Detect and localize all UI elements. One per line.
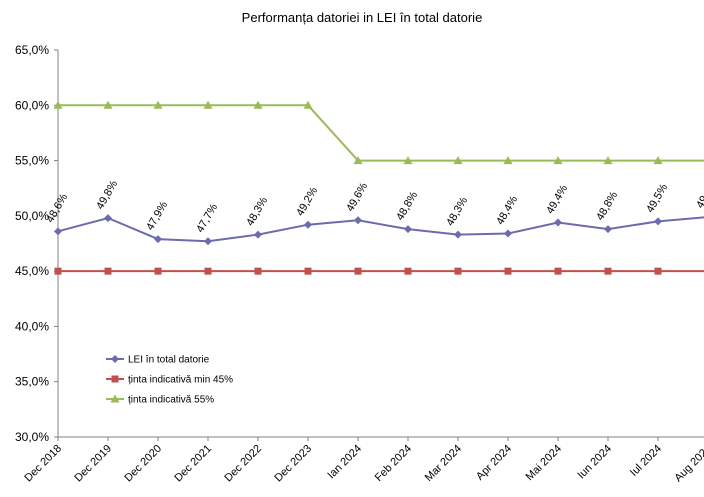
y-tick-label: 60,0% [15, 98, 49, 112]
x-tick-label-dec-2020: Dec 2020 [122, 443, 164, 485]
chart-title: Performanța datoriei in LEI în total dat… [242, 10, 483, 25]
data-point-iul-2024 [654, 217, 662, 226]
series-line [57, 216, 704, 243]
data-label-dec-2021: 47,7% [194, 202, 220, 235]
x-tick-label-feb-2024: Feb 2024 [373, 443, 414, 484]
data-point-dec-2023 [304, 220, 312, 229]
data-point-feb-2024 [404, 267, 412, 275]
data-point-dec-2020 [153, 100, 163, 109]
data-point-apr-2024 [504, 229, 512, 238]
data-label-dec-2019: 49,8% [94, 178, 120, 211]
data-label-dec-2023: 49,2% [294, 185, 320, 218]
legend-marker [110, 394, 120, 403]
x-tick-label-ian-2024: Ian 2024 [325, 443, 364, 482]
data-label-dec-2022: 48,3% [244, 195, 270, 228]
axes [57, 50, 704, 438]
data-label-apr-2024: 48,4% [494, 194, 520, 227]
y-tick-label: 65,0% [15, 43, 49, 57]
y-axis-ticks: 30,0% 35,0% 40,0% 45,0% 50,0% 55,0% 60,0% 65,0% [15, 43, 58, 444]
data-point-dec-2021 [203, 100, 213, 109]
y-tick-label: 50,0% [15, 209, 49, 223]
data-point-dec-2022 [254, 230, 262, 239]
data-label-dec-2020: 47,9% [144, 199, 170, 232]
series-tinta-indicativa-min-45 [54, 267, 704, 275]
x-tick-label-dec-2018: Dec 2018 [22, 443, 64, 485]
legend-item-lei-in-total-datorie: LEI în total datorie [106, 355, 210, 366]
legend-label: ținta indicativă 55% [128, 395, 214, 406]
y-tick-label: 55,0% [15, 154, 49, 168]
legend-item-tinta-indicativa-min-45: ținta indicativă min 45% [106, 375, 233, 386]
data-point-feb-2024 [403, 156, 413, 165]
data-point-ian-2024 [354, 216, 362, 225]
x-tick-label-dec-2023: Dec 2023 [272, 443, 314, 485]
x-axis-ticks: Dec 2018 Dec 2019 Dec 2020 Dec 2021 Dec 2022… [22, 437, 704, 484]
series-line [58, 104, 704, 162]
data-label-iun-2024: 48,8% [594, 189, 620, 222]
data-point-mar-2024 [454, 230, 462, 239]
x-tick-label-aug-2024: Aug 2024 [672, 443, 704, 485]
data-point-iul-2024 [654, 267, 662, 275]
data-label-mar-2024: 48,3% [444, 195, 470, 228]
data-point-mai-2024 [554, 267, 562, 275]
data-point-dec-2022 [253, 100, 263, 109]
series-layer [53, 100, 704, 275]
data-point-mai-2024 [553, 156, 563, 165]
y-tick-label: 35,0% [15, 375, 49, 389]
data-point-mai-2024 [554, 218, 562, 227]
data-point-iun-2024 [603, 156, 613, 165]
y-tick-label: 40,0% [15, 319, 49, 333]
data-point-iun-2024 [604, 267, 612, 275]
data-label-aug-2024: 49,9% [694, 177, 704, 210]
data-point-apr-2024 [503, 156, 513, 165]
legend-marker [111, 375, 119, 383]
data-point-ian-2024 [354, 267, 362, 275]
x-tick-label-mar-2024: Mar 2024 [423, 443, 464, 484]
data-point-dec-2018 [54, 267, 62, 275]
data-point-dec-2019 [103, 100, 113, 109]
x-tick-label-iul-2024: Iul 2024 [628, 443, 664, 479]
data-point-dec-2023 [304, 267, 312, 275]
data-point-feb-2024 [404, 225, 412, 234]
data-point-dec-2021 [204, 237, 212, 246]
legend-label: ținta indicativă min 45% [128, 375, 233, 386]
data-point-mar-2024 [453, 156, 463, 165]
data-point-dec-2019 [104, 214, 112, 223]
series-tinta-indicativa-55 [53, 100, 704, 165]
data-label-mai-2024: 49,4% [544, 183, 570, 216]
data-label-ian-2024: 49,6% [344, 181, 370, 214]
data-point-dec-2018 [53, 100, 63, 109]
x-tick-label-dec-2021: Dec 2021 [172, 443, 214, 485]
series-lei-in-total-datorie [54, 214, 704, 246]
y-tick-label: 30,0% [15, 430, 49, 444]
x-tick-label-apr-2024: Apr 2024 [474, 443, 514, 483]
data-point-dec-2022 [254, 267, 262, 275]
data-point-ian-2024 [353, 156, 363, 165]
data-point-dec-2021 [204, 267, 212, 275]
x-tick-label-dec-2022: Dec 2022 [222, 443, 264, 485]
data-point-dec-2018 [54, 227, 62, 236]
data-label-iul-2024: 49,5% [644, 182, 670, 215]
data-point-apr-2024 [504, 267, 512, 275]
data-labels: 48,6% 49,8%47,9% 47,7% 48,3% 49,2% 49,6% 48,8%… [44, 177, 704, 235]
x-tick-label-iun-2024: Iun 2024 [575, 443, 614, 482]
legend-label: LEI în total datorie [128, 355, 210, 366]
data-point-dec-2023 [303, 100, 313, 109]
legend: LEI în total datorie ținta indicativă min… [106, 355, 233, 406]
data-point-iun-2024 [604, 225, 612, 234]
legend-marker [111, 355, 119, 363]
data-point-mar-2024 [454, 267, 462, 275]
data-label-feb-2024: 48,8% [394, 189, 420, 222]
x-tick-label-mai-2024: Mai 2024 [524, 443, 564, 483]
data-point-dec-2020 [154, 267, 162, 275]
y-tick-label: 45,0% [15, 264, 49, 278]
data-point-dec-2020 [154, 235, 162, 244]
data-point-dec-2019 [104, 267, 112, 275]
data-point-iul-2024 [653, 156, 663, 165]
x-tick-label-dec-2019: Dec 2019 [72, 443, 114, 485]
legend-item-tinta-indicativa-55: ținta indicativă 55% [106, 394, 214, 406]
